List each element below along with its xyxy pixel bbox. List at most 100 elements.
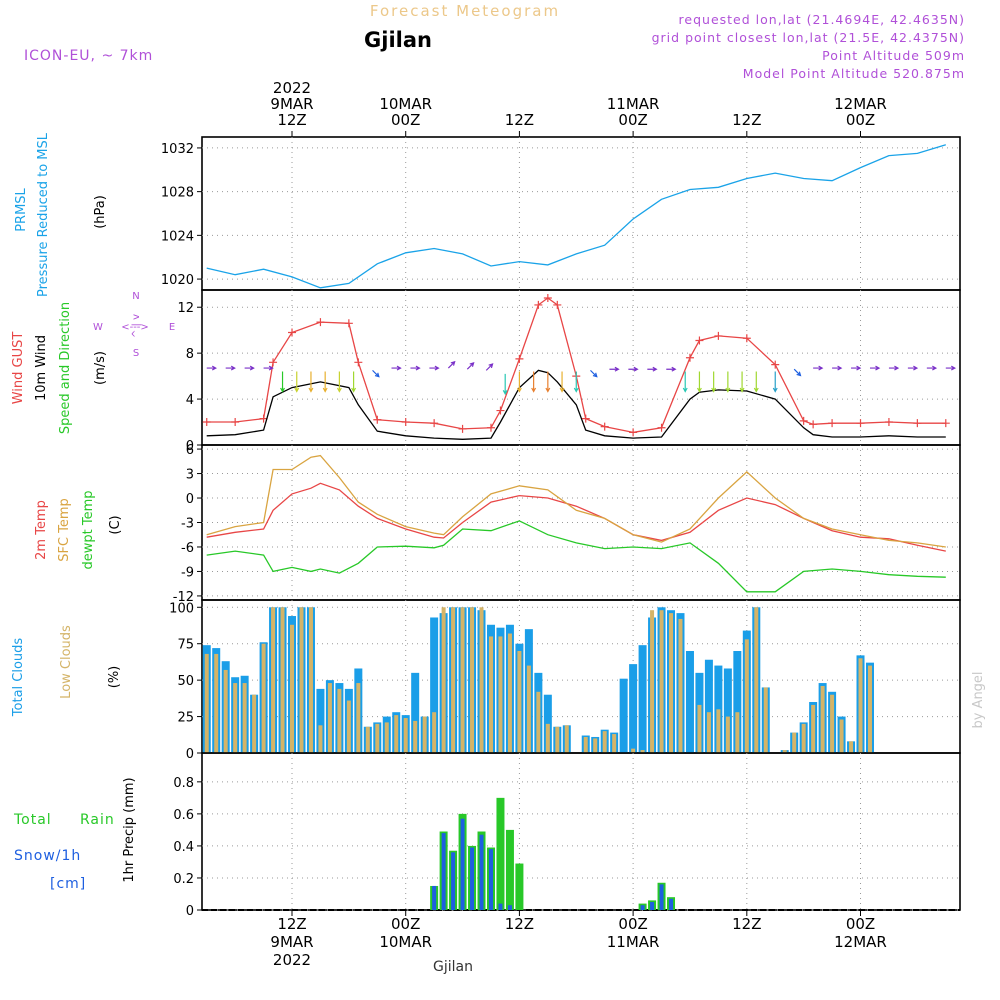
low-cloud-bar	[223, 669, 228, 753]
gust-marker	[430, 419, 439, 428]
wind-arrow	[322, 371, 328, 393]
prmsl-label: PRMSL	[14, 187, 29, 231]
pressure-labels: PRMSL Pressure Reduced to MSL (hPa)	[14, 132, 108, 297]
low-cloud-bar	[792, 732, 797, 753]
gust-marker	[884, 418, 893, 427]
low-cloud-bar	[754, 607, 759, 753]
bottom-axis-label: 12Z	[732, 915, 761, 933]
wind-arrow	[545, 371, 551, 393]
clouds-frame	[201, 599, 961, 754]
temperature-frame	[201, 444, 961, 601]
low-cloud-bar	[242, 683, 247, 753]
low-cloud-bar	[782, 750, 787, 753]
total-cloud-bar	[704, 659, 713, 753]
gust-marker	[742, 334, 751, 343]
gust-marker	[316, 318, 325, 327]
precip-unit-label: 1hr Precip (mm)	[122, 777, 137, 882]
series-line-dewpt-temp	[206, 520, 946, 593]
temperature-panel: -12 -9 -6 -3 0 3 6	[173, 443, 961, 605]
low-cloud-bar	[555, 726, 560, 753]
low-cloud-bar	[583, 736, 588, 753]
wind-arrow	[206, 365, 217, 371]
bottom-axis-label: 10MAR	[379, 933, 432, 951]
total-cloud-bar	[619, 678, 628, 753]
gust-marker	[401, 418, 410, 427]
clouds-panel: 0 25 50 75 100	[169, 599, 961, 762]
snow-bar	[659, 884, 664, 910]
gust-marker	[685, 353, 694, 362]
low-cloud-bar	[365, 726, 370, 753]
low-cloud-bar	[394, 715, 399, 753]
compass-s: S	[133, 348, 139, 359]
low-cloud-bar	[441, 607, 446, 753]
gust-marker	[657, 423, 666, 432]
precipitation-frame	[201, 752, 961, 911]
wind-arrow	[696, 371, 702, 393]
gust-marker	[695, 336, 704, 345]
series-line-sfc-temp	[206, 454, 946, 548]
wind-labels: Wind GUST 10m Wind Speed and Direction (…	[11, 291, 175, 434]
gust-marker	[913, 419, 922, 428]
gust-marker	[809, 420, 818, 429]
wind-arrow	[926, 365, 938, 371]
wind-arrow	[351, 371, 357, 393]
low-cloud-bar	[526, 665, 531, 753]
low-cloud-bar	[413, 720, 418, 753]
total-cloud-bar	[411, 672, 420, 753]
compass-we-line: <--->	[121, 322, 149, 333]
bottom-axis-label: 12Z	[505, 915, 534, 933]
low-cloud-bar	[640, 750, 645, 753]
gust-marker	[581, 414, 590, 423]
low-cloud-bar	[820, 685, 825, 753]
low-cloud-bar	[356, 683, 361, 753]
snow-label: Snow/1h	[14, 848, 81, 864]
low-cloud-bar	[763, 687, 768, 753]
bottom-axis-label: 12MAR	[834, 933, 887, 951]
series-line-wind-gust	[206, 297, 946, 434]
low-cloud-bar	[318, 725, 323, 753]
gust-marker	[515, 354, 524, 363]
snow-bar	[432, 885, 437, 910]
gust-marker	[534, 300, 543, 309]
temperature-ytick-label: -9	[181, 565, 194, 580]
gust-marker	[458, 424, 467, 433]
top-axis-label: 12MAR	[834, 95, 887, 113]
total-cloud-bar	[685, 651, 694, 753]
low-cloud-bar	[659, 610, 664, 753]
low-cloud-bar	[214, 653, 219, 753]
snow-bar	[507, 905, 512, 910]
snow-bar	[460, 818, 465, 910]
wind-ytick-label: 4	[186, 393, 194, 408]
wind-arrow	[531, 371, 537, 393]
temp-sfc-label: SFC Temp	[57, 498, 72, 562]
low-cloud-bar	[432, 712, 437, 753]
wind-arrow	[793, 368, 802, 377]
gust-marker	[231, 418, 240, 427]
top-axis-label: 12Z	[277, 111, 306, 129]
gust-marker	[496, 406, 505, 415]
low-cloud-bar	[327, 683, 332, 753]
bottom-axis-label: 11MAR	[607, 933, 660, 951]
model-point-altitude: Model Point Altitude 520.875m	[743, 66, 965, 81]
gust-marker	[486, 423, 495, 432]
temp-2m-label: 2m Temp	[34, 500, 49, 560]
series-line-2m-temp	[206, 482, 946, 552]
wind-arrow	[711, 371, 717, 393]
wind-arrow	[609, 366, 620, 372]
low-cloud-bar	[839, 719, 844, 753]
wind-arrow	[308, 371, 314, 393]
wind-arrow	[945, 365, 957, 371]
footer-location: Gjilan	[433, 959, 473, 975]
snow-bar	[441, 833, 446, 910]
wind-ytick-label: 12	[177, 301, 194, 316]
top-axis-label: 00Z	[846, 111, 875, 129]
low-cloud-bar	[811, 704, 816, 753]
gust-marker	[799, 416, 808, 425]
wind-arrow	[832, 365, 843, 371]
low-cloud-bar	[545, 723, 550, 753]
low-cloud-bar	[299, 607, 304, 753]
low-cloud-bar	[564, 725, 569, 753]
wind-arrow	[813, 365, 824, 371]
wind-arrow	[294, 371, 300, 393]
